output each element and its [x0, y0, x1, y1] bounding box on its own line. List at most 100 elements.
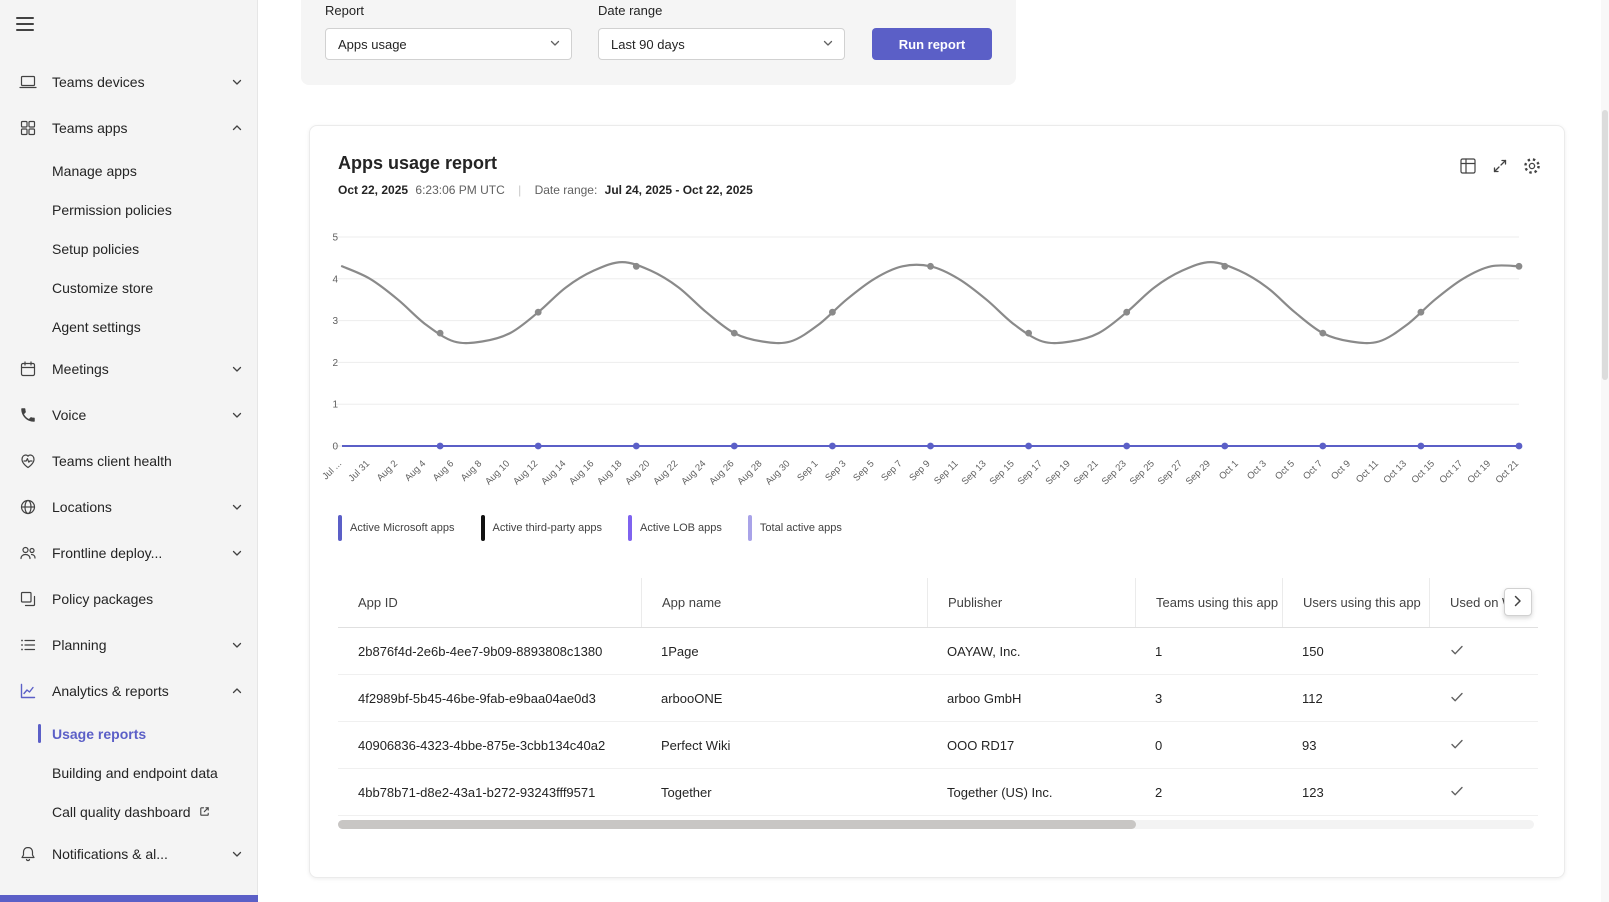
sidebar-item-building-endpoint-data[interactable]: Building and endpoint data [0, 753, 257, 792]
report-filter-panel: Report Date range Apps usage Last 90 day… [301, 0, 1016, 85]
svg-text:Oct 7: Oct 7 [1301, 458, 1325, 482]
svg-text:Oct 21: Oct 21 [1494, 458, 1522, 486]
report-subtitle: Oct 22, 2025 6:23:06 PM UTC | Date range… [338, 183, 753, 197]
sidebar-item-customize-store[interactable]: Customize store [0, 268, 257, 307]
report-type-dropdown[interactable]: Apps usage [325, 28, 572, 60]
svg-text:Sep 27: Sep 27 [1156, 458, 1185, 487]
cell-publisher: OAYAW, Inc. [947, 643, 1021, 659]
svg-text:Aug 12: Aug 12 [511, 458, 540, 487]
vertical-scrollbar-thumb[interactable] [1602, 110, 1608, 380]
sidebar-item-permission-policies[interactable]: Permission policies [0, 190, 257, 229]
sidebar-item-analytics-reports[interactable]: Analytics & reports [0, 668, 257, 714]
svg-text:Sep 3: Sep 3 [823, 458, 848, 483]
column-header-app-name[interactable]: App name [641, 578, 927, 627]
sidebar-item-teams-apps[interactable]: Teams apps [0, 105, 257, 151]
svg-text:Aug 14: Aug 14 [539, 458, 568, 487]
svg-text:Oct 13: Oct 13 [1381, 458, 1409, 486]
sidebar-item-usage-reports[interactable]: Usage reports [0, 714, 257, 753]
chart-legend: Active Microsoft apps Active third-party… [338, 514, 842, 542]
sidebar-item-meetings[interactable]: Meetings [0, 346, 257, 392]
svg-text:Aug 10: Aug 10 [483, 458, 512, 487]
sidebar-item-label: Analytics & reports [52, 683, 169, 699]
sidebar-item-frontline-deployment[interactable]: Frontline deploy... [0, 530, 257, 576]
svg-text:Sep 13: Sep 13 [960, 458, 989, 487]
legend-label: Active LOB apps [639, 522, 722, 534]
sidebar-item-teams-devices[interactable]: Teams devices [0, 59, 257, 105]
table-horizontal-scrollbar[interactable] [338, 820, 1534, 829]
sidebar-item-label: Building and endpoint data [52, 764, 218, 781]
legend-item-total-active-apps[interactable]: Total active apps [747, 515, 842, 541]
svg-text:Aug 6: Aug 6 [431, 458, 456, 483]
calendar-icon [18, 359, 38, 379]
cell-app-name: Together [661, 784, 712, 800]
svg-text:1: 1 [332, 400, 338, 411]
column-header-publisher[interactable]: Publisher [927, 578, 1135, 627]
svg-text:Oct 5: Oct 5 [1273, 458, 1297, 482]
cell-app-name: arbooONE [661, 690, 723, 706]
sidebar-item-setup-policies[interactable]: Setup policies [0, 229, 257, 268]
svg-text:Sep 19: Sep 19 [1044, 458, 1073, 487]
table-row[interactable]: 40906836-4323-4bbe-875e-3cbb134c40a2 Per… [338, 722, 1538, 769]
chevron-down-icon [822, 37, 834, 52]
settings-gear-icon[interactable] [1522, 156, 1542, 176]
sidebar-item-manage-apps[interactable]: Manage apps [0, 151, 257, 190]
legend-color-bar [338, 515, 342, 541]
cell-app-name: Perfect Wiki [661, 737, 731, 753]
table-row[interactable]: 4bb78b71-d8e2-43a1-b272-93243fff9571 Tog… [338, 769, 1538, 816]
sidebar-item-notifications[interactable]: Notifications & al... [0, 831, 257, 877]
sidebar-item-call-quality-dashboard[interactable]: Call quality dashboard [0, 792, 257, 831]
cell-app-name: 1Page [661, 643, 699, 659]
sidebar-item-voice[interactable]: Voice [0, 392, 257, 438]
sidebar-item-label: Customize store [52, 279, 154, 296]
legend-item-active-lob-apps[interactable]: Active LOB apps [627, 515, 722, 541]
legend-color-bar [627, 515, 632, 541]
expand-icon[interactable] [1490, 156, 1510, 176]
svg-text:Aug 22: Aug 22 [651, 458, 680, 487]
globe-icon [18, 497, 38, 517]
svg-text:Aug 18: Aug 18 [595, 458, 624, 487]
external-link-icon [198, 805, 211, 818]
hamburger-menu-button[interactable] [16, 14, 38, 34]
legend-label: Active third-party apps [492, 522, 602, 534]
sidebar-item-label: Voice [52, 407, 87, 423]
sidebar-item-agent-settings[interactable]: Agent settings [0, 307, 257, 346]
page-vertical-scrollbar[interactable] [1601, 0, 1609, 902]
export-excel-icon[interactable] [1458, 156, 1478, 176]
table-row[interactable]: 4f2989bf-5b45-46be-9fab-e9baa04ae0d3 arb… [338, 675, 1538, 722]
sidebar-item-teams-client-health[interactable]: Teams client health [0, 438, 257, 484]
cell-teams-using: 0 [1155, 737, 1163, 753]
column-header-users-using[interactable]: Users using this app [1282, 578, 1429, 627]
report-card: Apps usage report Oct 22, 2025 6:23:06 P… [309, 125, 1565, 878]
sidebar-item-label: Call quality dashboard [52, 803, 191, 820]
svg-text:Sep 23: Sep 23 [1100, 458, 1129, 487]
sidebar-item-policy-packages[interactable]: Policy packages [0, 576, 257, 622]
sidebar-item-planning[interactable]: Planning [0, 622, 257, 668]
svg-text:Aug 30: Aug 30 [763, 458, 792, 487]
people-icon [18, 543, 38, 563]
generated-date: Oct 22, 2025 [338, 183, 409, 197]
table-row[interactable]: 2b876f4d-2e6b-4ee7-9b09-8893808c1380 1Pa… [338, 628, 1538, 675]
horizontal-scrollbar-thumb[interactable] [338, 820, 1136, 829]
column-header-used-on-windows[interactable]: Used on W [1429, 578, 1538, 627]
svg-text:Sep 29: Sep 29 [1184, 458, 1213, 487]
planning-list-icon [18, 635, 38, 655]
table-scroll-right-button[interactable] [1504, 588, 1532, 616]
checkmark-icon [1429, 783, 1538, 802]
checkmark-icon [1429, 642, 1538, 661]
sidebar-item-locations[interactable]: Locations [0, 484, 257, 530]
legend-item-active-third-party-apps[interactable]: Active third-party apps [480, 515, 602, 541]
chevron-up-icon [231, 685, 243, 697]
date-range-value: Jul 24, 2025 - Oct 22, 2025 [604, 183, 753, 197]
chevron-down-icon [231, 501, 243, 513]
cell-app-id: 2b876f4d-2e6b-4ee7-9b09-8893808c1380 [358, 643, 603, 659]
apps-usage-table: App ID App name Publisher Teams using th… [338, 578, 1538, 816]
legend-item-active-microsoft-apps[interactable]: Active Microsoft apps [338, 515, 455, 541]
column-header-teams-using[interactable]: Teams using this app [1135, 578, 1282, 627]
date-range-label: Date range: [534, 183, 598, 197]
date-range-dropdown[interactable]: Last 90 days [598, 28, 845, 60]
svg-text:Sep 1: Sep 1 [795, 458, 820, 483]
chevron-down-icon [231, 848, 243, 860]
run-report-button[interactable]: Run report [872, 28, 992, 60]
column-header-app-id[interactable]: App ID [358, 595, 398, 610]
svg-text:Aug 4: Aug 4 [403, 458, 428, 483]
